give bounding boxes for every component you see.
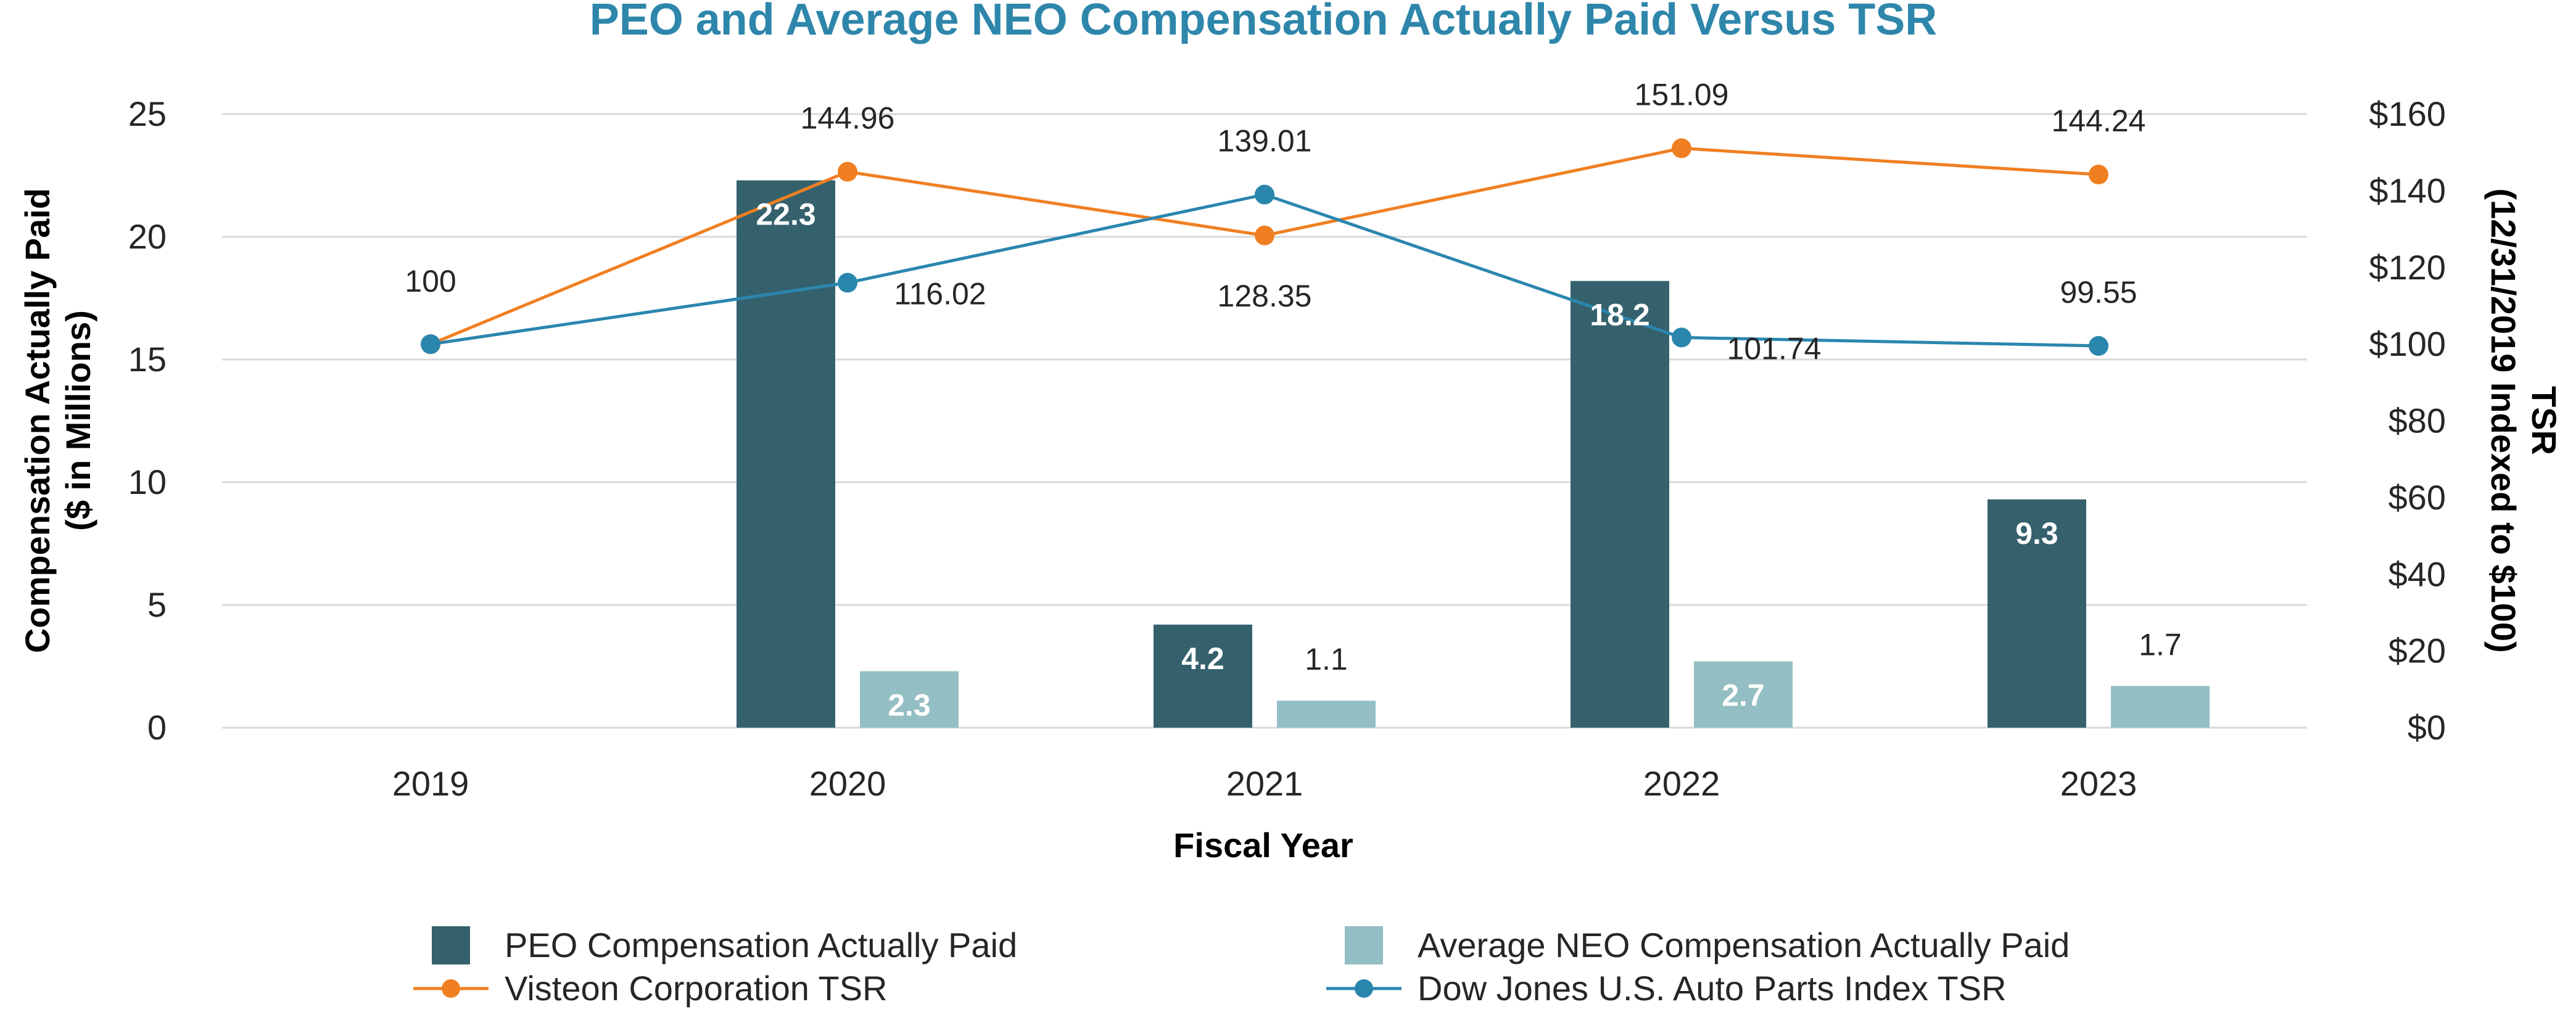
legend-marker xyxy=(1355,979,1373,998)
legend-swatch xyxy=(432,926,470,964)
line-data-label: 99.55 xyxy=(2060,275,2137,310)
legend-swatch xyxy=(1345,926,1383,964)
bar-data-label: 2.3 xyxy=(888,688,931,722)
bar-data-label: 2.7 xyxy=(1722,678,1765,713)
line-data-label: 144.24 xyxy=(2052,104,2146,138)
dow-jones-tsr-point xyxy=(838,273,857,293)
y-tick-left: 25 xyxy=(128,94,167,133)
legend: PEO Compensation Actually Paid Average NE… xyxy=(413,926,2070,1008)
y-tick-right: $80 xyxy=(2388,401,2446,440)
bar-data-label: 4.2 xyxy=(1181,641,1224,676)
bar-neo xyxy=(1277,701,1376,728)
chart-title: PEO and Average NEO Compensation Actuall… xyxy=(590,0,1938,44)
bar-peo xyxy=(1154,624,1252,728)
x-tick-label: 2019 xyxy=(392,764,469,803)
visteon-tsr-point xyxy=(1672,138,1691,158)
y-tick-right: $60 xyxy=(2388,478,2446,517)
x-tick-label: 2020 xyxy=(809,764,886,803)
y-axis-title-left: Compensation Actually Paid ($ in Millions… xyxy=(18,188,97,653)
bar-peo xyxy=(1988,499,2086,728)
y-tick-right: $140 xyxy=(2369,171,2446,210)
y-axis-title-right-line: TSR xyxy=(2525,386,2564,455)
line-data-label: 100 xyxy=(405,264,456,298)
y-tick-left: 10 xyxy=(128,462,167,501)
dow-jones-tsr-line xyxy=(430,192,2099,348)
y-axis-title-left-line: Compensation Actually Paid xyxy=(18,188,57,653)
x-tick-label: 2022 xyxy=(1643,764,1720,803)
legend-label: Visteon Corporation TSR xyxy=(505,969,887,1008)
y-axis-title-right-line: (12/31/2019 Indexed to $100) xyxy=(2484,188,2523,652)
legend-label: PEO Compensation Actually Paid xyxy=(505,926,1017,964)
bar-peo xyxy=(737,180,835,728)
y-tick-right: $20 xyxy=(2388,631,2446,670)
bar-data-label: 1.7 xyxy=(2139,627,2182,662)
bar-data-label: 9.3 xyxy=(2015,516,2058,551)
y-tick-right: $160 xyxy=(2369,94,2446,133)
y-tick-left: 15 xyxy=(128,340,167,379)
dow-jones-tsr-point xyxy=(1255,184,1274,205)
line-data-label: 116.02 xyxy=(894,277,986,311)
line-data-label: 101.74 xyxy=(1727,331,1822,366)
x-axis-title: Fiscal Year xyxy=(1173,826,1353,865)
line-data-label: 151.09 xyxy=(1635,77,1729,112)
bar-neo xyxy=(1694,661,1793,728)
legend-label: Average NEO Compensation Actually Paid xyxy=(1418,926,2070,964)
visteon-tsr-point xyxy=(838,162,857,182)
visteon-tsr-point xyxy=(1255,225,1274,245)
dow-jones-tsr-point xyxy=(1672,327,1691,348)
dow-jones-tsr-point xyxy=(421,334,440,355)
x-tick-label: 2023 xyxy=(2060,764,2137,803)
legend-marker xyxy=(442,979,460,998)
bar-data-label: 22.3 xyxy=(756,197,815,231)
y-tick-right: $100 xyxy=(2369,324,2446,363)
bar-neo xyxy=(2111,686,2210,728)
line-data-label: 139.01 xyxy=(1218,124,1312,158)
dow-jones-tsr-point xyxy=(2089,335,2108,356)
visteon-tsr-point xyxy=(2089,165,2108,185)
y-tick-left: 0 xyxy=(147,708,167,747)
y-axis-title-left-line: ($ in Millions) xyxy=(59,310,97,531)
line-data-label: 144.96 xyxy=(801,101,895,136)
y-tick-right: $40 xyxy=(2388,554,2446,593)
bar-data-label: 18.2 xyxy=(1590,298,1649,332)
visteon-tsr-line xyxy=(430,146,2099,346)
y-tick-right: $120 xyxy=(2369,248,2446,287)
y-tick-left: 20 xyxy=(128,217,167,256)
x-tick-label: 2021 xyxy=(1226,764,1303,803)
legend-label: Dow Jones U.S. Auto Parts Index TSR xyxy=(1418,969,2007,1008)
y-tick-left: 5 xyxy=(147,585,167,624)
y-axis-title-right: TSR(12/31/2019 Indexed to $100) xyxy=(2484,188,2564,652)
y-tick-right: $0 xyxy=(2408,708,2446,747)
bar-peo xyxy=(1571,281,1669,728)
bar-neo xyxy=(860,671,959,728)
line-data-label: 128.35 xyxy=(1218,279,1312,313)
bar-data-label: 1.1 xyxy=(1305,642,1348,676)
